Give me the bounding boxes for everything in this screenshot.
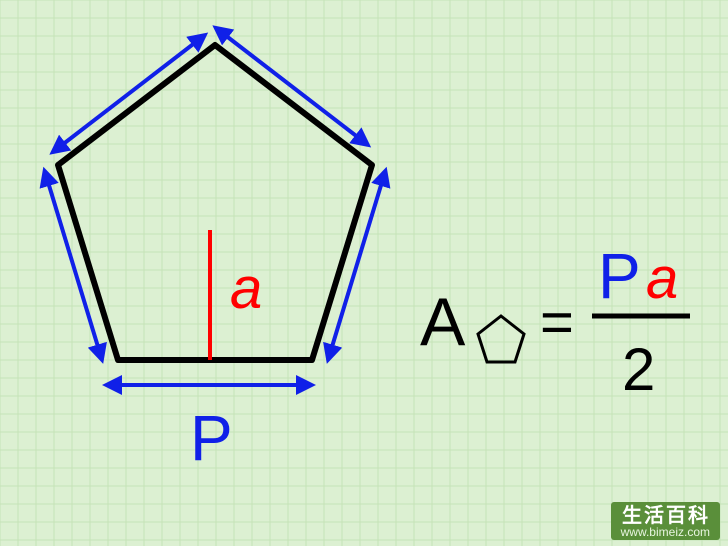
watermark-title: 生活百科	[621, 506, 710, 526]
watermark-url: www.bimeiz.com	[621, 526, 710, 538]
label-perimeter: P	[190, 402, 233, 474]
label-apothem: a	[230, 256, 262, 321]
watermark: 生活百科 www.bimeiz.com	[611, 502, 720, 540]
formula-P: P	[598, 240, 641, 312]
formula-a: a	[646, 246, 678, 311]
formula-A: A	[420, 284, 466, 360]
diagram-canvas: aPA=Pa2	[0, 0, 728, 546]
formula-2: 2	[622, 336, 655, 403]
formula-equals: =	[540, 290, 574, 355]
